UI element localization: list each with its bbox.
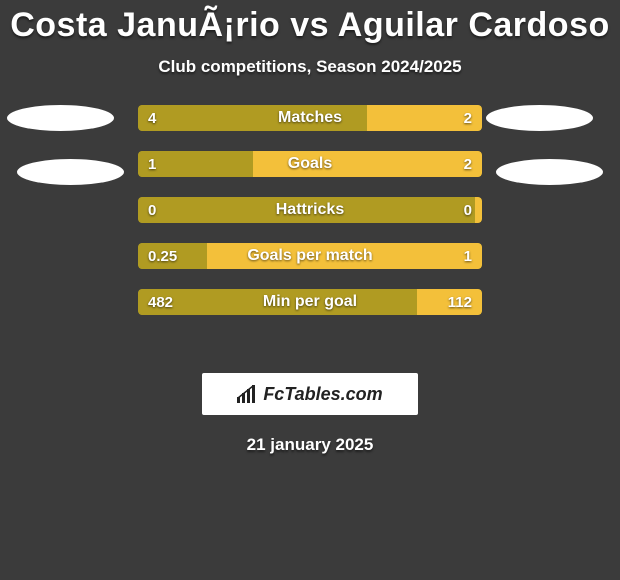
stat-row: 00Hattricks (138, 197, 482, 223)
comparison-infographic: Costa JanuÃ¡rio vs Aguilar Cardoso Club … (0, 0, 620, 580)
stat-row-track (138, 197, 482, 223)
stat-row-right-bar (417, 289, 482, 315)
stat-row-left-bar (138, 289, 417, 315)
decorative-ellipse (17, 159, 124, 185)
stat-row: 0.251Goals per match (138, 243, 482, 269)
decorative-ellipse (496, 159, 603, 185)
stat-rows: 42Matches 12Goals 00Hattricks 0.251Goals pe… (138, 105, 482, 335)
stat-row-right-bar (367, 105, 482, 131)
logo: FcTables.com (237, 384, 382, 405)
stat-row-right-bar (253, 151, 482, 177)
page-title: Costa JanuÃ¡rio vs Aguilar Cardoso (0, 0, 620, 45)
page-subtitle: Club competitions, Season 2024/2025 (0, 57, 620, 77)
stat-row: 42Matches (138, 105, 482, 131)
decorative-ellipse (7, 105, 114, 131)
logo-text: FcTables.com (263, 384, 382, 405)
decorative-ellipse (486, 105, 593, 131)
chart-area: 42Matches 12Goals 00Hattricks 0.251Goals pe… (0, 105, 620, 345)
stat-row-left-bar (138, 243, 207, 269)
bar-chart-icon (237, 385, 259, 403)
stat-row-left-bar (138, 197, 145, 223)
stat-row: 482112Min per goal (138, 289, 482, 315)
logo-box: FcTables.com (202, 373, 418, 415)
stat-row-left-bar (138, 105, 367, 131)
stat-row: 12Goals (138, 151, 482, 177)
stat-row-right-bar (207, 243, 482, 269)
stat-row-right-bar (475, 197, 482, 223)
date-label: 21 january 2025 (0, 435, 620, 455)
stat-row-left-bar (138, 151, 253, 177)
